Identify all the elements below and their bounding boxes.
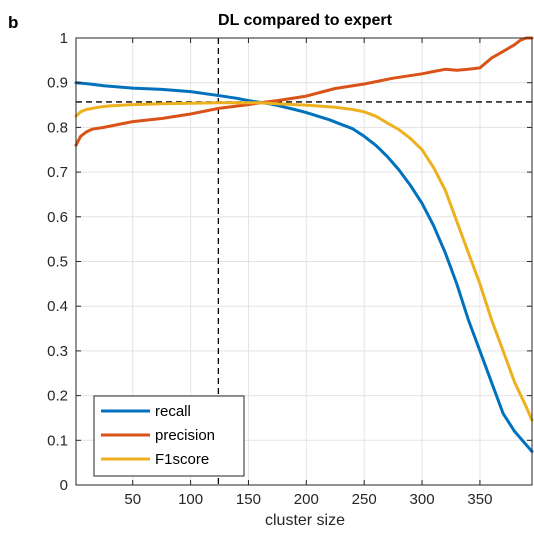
legend-label-f1score: F1score (155, 451, 209, 468)
y-tick-label: 0.1 (47, 432, 68, 449)
chart-title: DL compared to expert (218, 12, 393, 29)
x-tick-label: 50 (124, 491, 141, 508)
legend-label-recall: recall (155, 403, 191, 420)
y-tick-label: 0.6 (47, 209, 68, 226)
x-tick-label: 200 (294, 491, 319, 508)
series-line-recall (74, 81, 534, 453)
x-axis-label: cluster size (265, 512, 345, 529)
y-tick-label: 0.3 (47, 343, 68, 360)
axis-ticks: 50 100 150 200 250 300 350 0 0.1 0.2 0.3 0.4 0.5 0.6 0… (47, 30, 532, 508)
series-line-f1score (74, 101, 534, 422)
y-tick-label: 0.4 (47, 298, 68, 315)
y-tick-label: 0.7 (47, 164, 68, 181)
x-tick-label: 100 (178, 491, 203, 508)
y-tick-label: 0.9 (47, 75, 68, 92)
y-tick-label: 0.8 (47, 119, 68, 136)
panel-label: b (8, 13, 18, 32)
x-tick-label: 250 (352, 491, 377, 508)
x-tick-label: 300 (410, 491, 435, 508)
x-tick-label: 150 (236, 491, 261, 508)
y-tick-label: 0.2 (47, 388, 68, 405)
y-tick-label: 1 (60, 30, 68, 47)
legend-label-precision: precision (155, 427, 215, 444)
series-line-precision (74, 36, 534, 147)
legend: recall precision F1score (93, 395, 245, 477)
y-tick-label: 0.5 (47, 254, 68, 271)
y-tick-label: 0 (60, 477, 68, 494)
series-lines (74, 36, 534, 453)
x-tick-label: 350 (467, 491, 492, 508)
